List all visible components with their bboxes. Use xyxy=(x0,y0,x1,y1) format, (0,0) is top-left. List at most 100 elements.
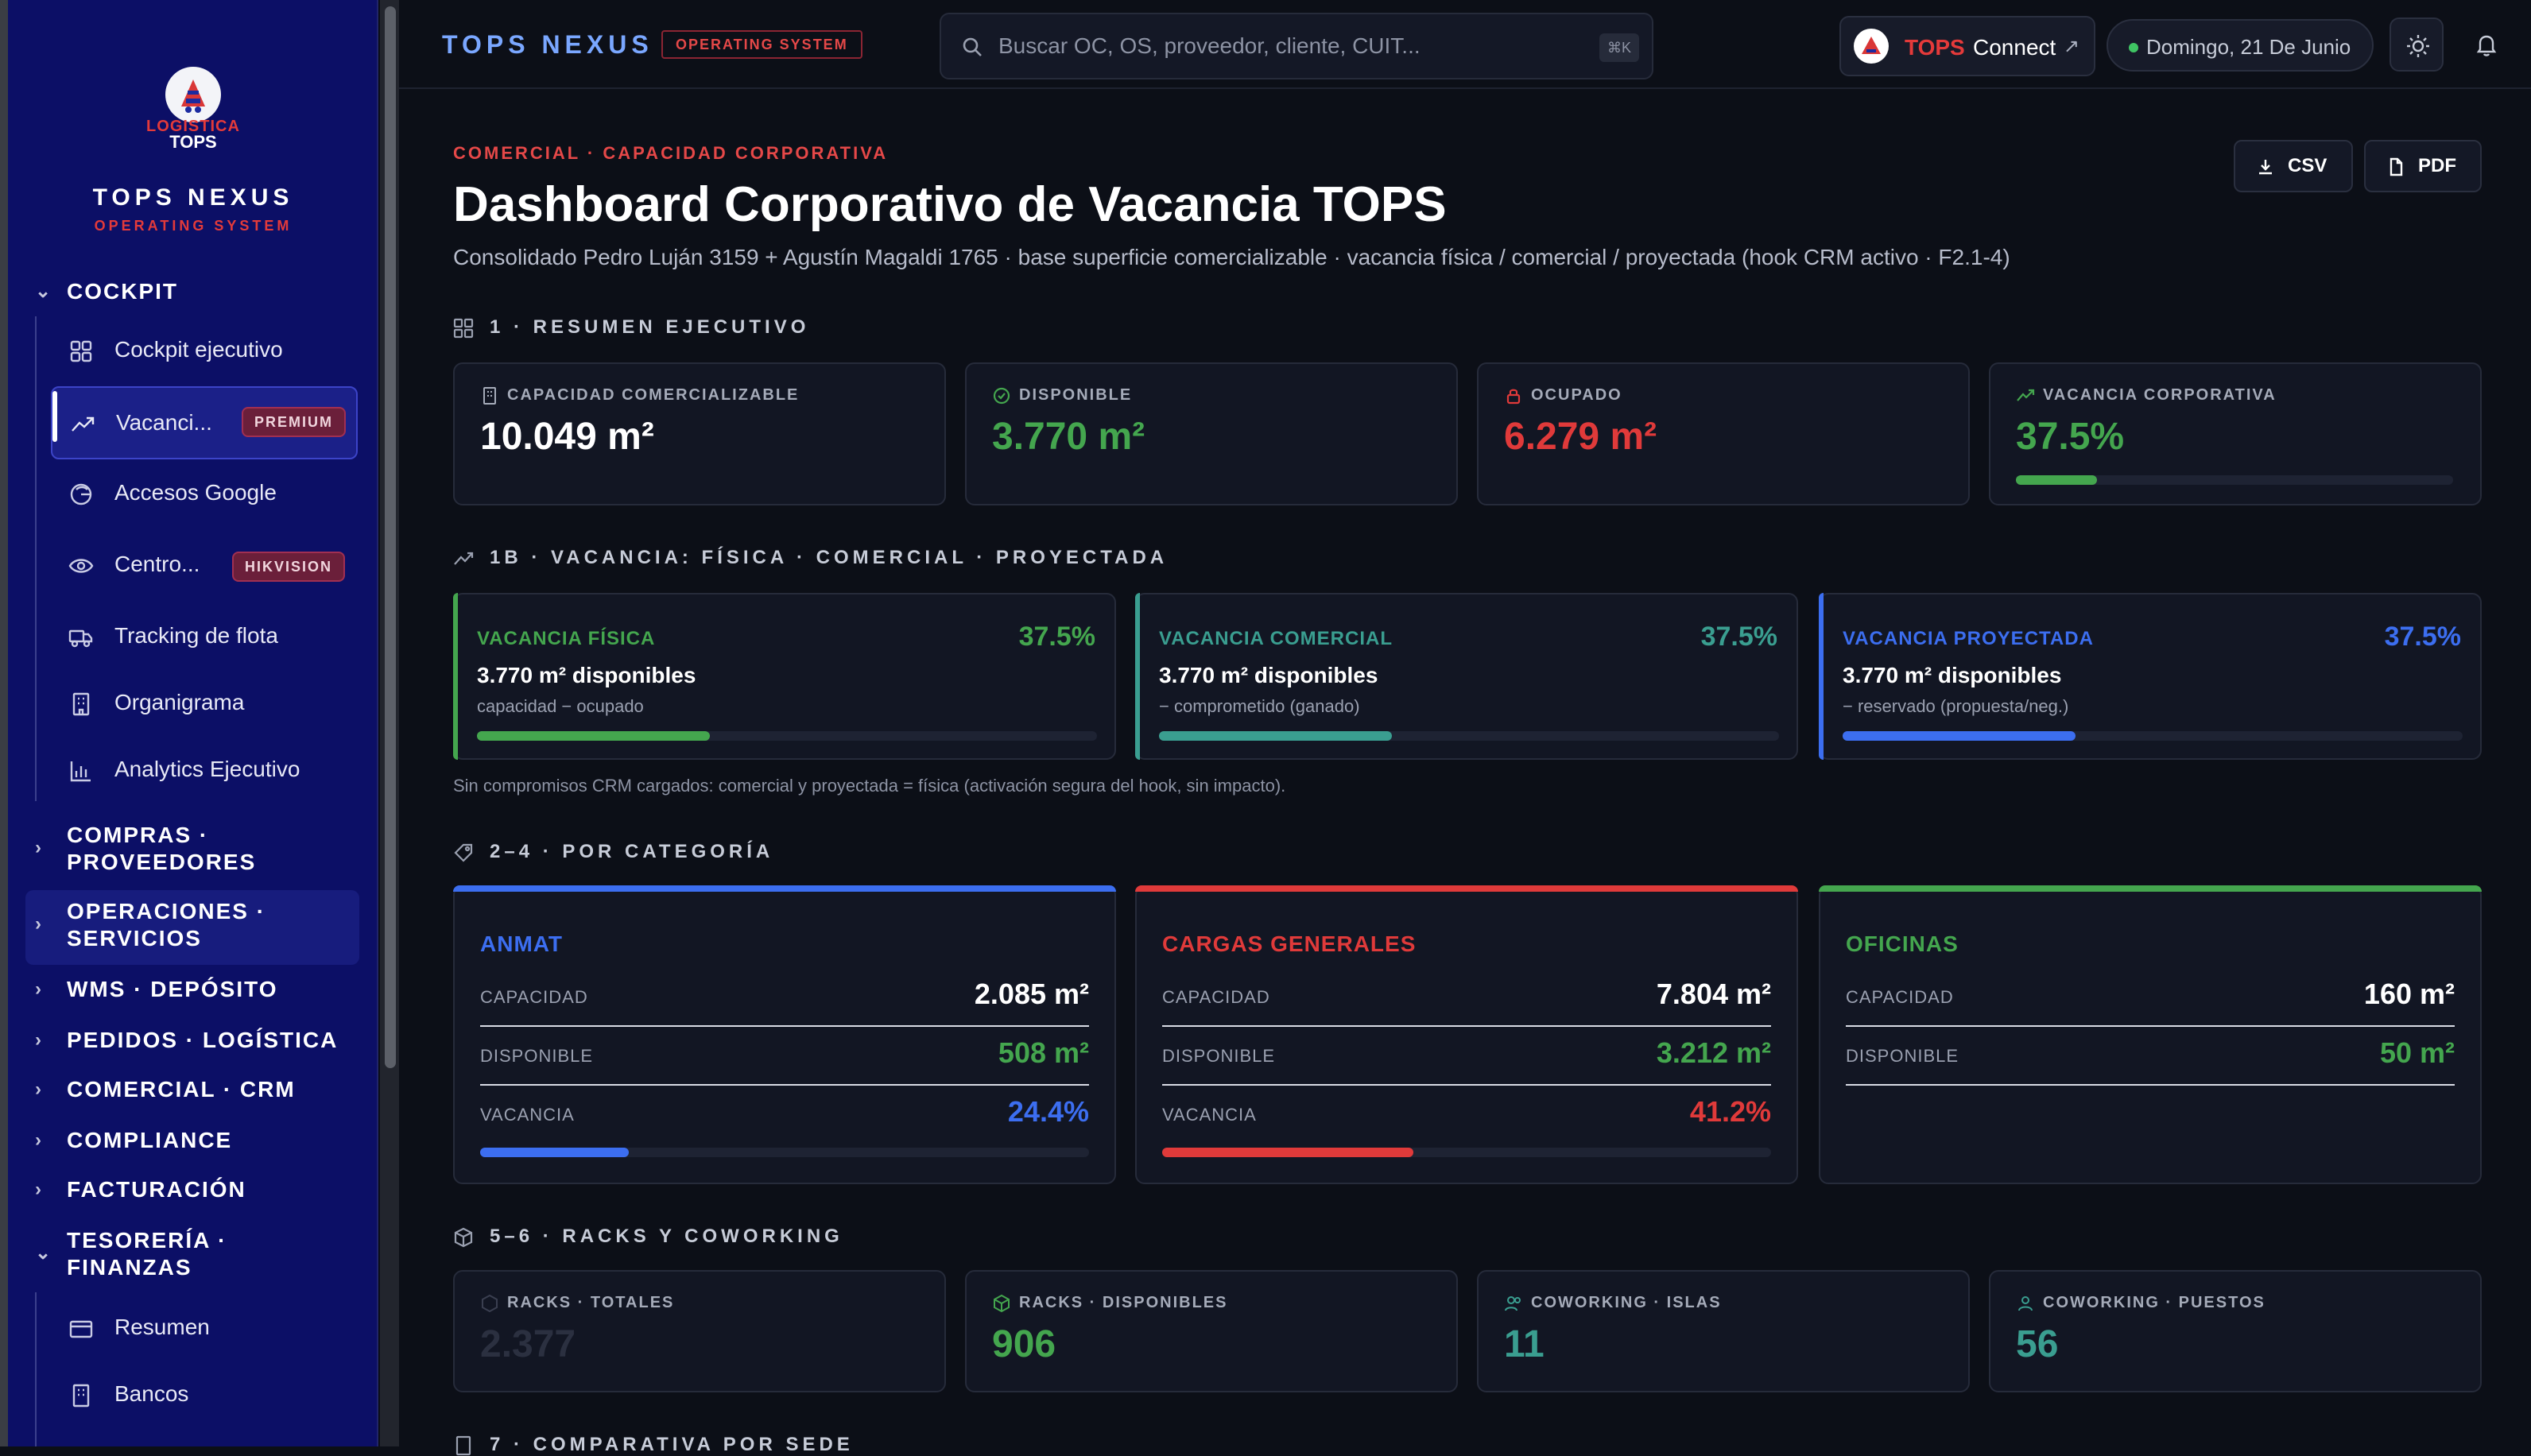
row-label: VACANCIA xyxy=(480,1105,575,1125)
card-caption: − reservado (propuesta/neg.) xyxy=(1843,696,2069,716)
page-subtitle: Consolidado Pedro Luján 3159 + Agustín M… xyxy=(453,245,2010,269)
date-pill: Domingo, 21 De Junio xyxy=(2107,19,2374,72)
row-value: 50 m² xyxy=(2379,1036,2455,1069)
card-accent xyxy=(1135,885,1798,892)
row-label: DISPONIBLE xyxy=(1162,1046,1276,1066)
building-icon xyxy=(72,1384,90,1408)
sidebar-item-organigrama[interactable]: Organigrama xyxy=(51,674,358,734)
section-label: TESORERÍA · FINANZAS xyxy=(67,1228,227,1280)
section-title: 2–4 · POR CATEGORÍA xyxy=(490,841,774,862)
card-title: CARGAS GENERALES xyxy=(1162,931,1417,956)
grid-icon xyxy=(70,340,92,362)
sidebar-item-bancos[interactable]: Bancos xyxy=(51,1365,358,1426)
kpi-coworking-puestos: COWORKING · PUESTOS 56 xyxy=(1989,1270,2482,1392)
kpi-label: DISPONIBLE xyxy=(1019,386,1133,404)
search-input[interactable]: Buscar OC, OS, proveedor, cliente, CUIT.… xyxy=(940,13,1653,79)
sidebar-item-tracking[interactable]: Tracking de flota xyxy=(51,607,358,668)
progress-fill xyxy=(2016,475,2097,485)
progress-fill xyxy=(1843,731,2076,741)
search-placeholder: Buscar OC, OS, proveedor, cliente, CUIT.… xyxy=(998,33,1421,58)
csv-label: CSV xyxy=(2288,155,2328,176)
kpi-disponible: DISPONIBLE 3.770 m² xyxy=(965,362,1458,505)
sidebar-item-cockpit-ejecutivo[interactable]: Cockpit ejecutivo xyxy=(51,321,358,381)
export-pdf-button[interactable]: PDF xyxy=(2364,140,2482,192)
row-label: VACANCIA xyxy=(1162,1105,1257,1125)
sidebar-item-label: Vacanci... xyxy=(116,410,212,435)
sidebar-item-centro[interactable]: Centro... HIKVISION xyxy=(51,536,358,596)
vacancia-row: VACANCIA 24.4% xyxy=(480,1087,1089,1135)
premium-badge: PREMIUM xyxy=(242,407,346,437)
check-circle-icon xyxy=(993,387,1010,405)
sidebar-brand-sub: OPERATING SYSTEM xyxy=(94,218,293,234)
current-date: Domingo, 21 De Junio xyxy=(2146,35,2351,59)
chevron-right-icon: › xyxy=(35,1179,43,1200)
card-accent xyxy=(453,885,1116,892)
kpi-value: 2.377 xyxy=(480,1323,576,1365)
chevron-right-icon: › xyxy=(35,978,43,1000)
notifications-button[interactable] xyxy=(2459,17,2514,72)
google-icon xyxy=(70,483,92,505)
sidebar-brand: TOPS NEXUS xyxy=(92,184,294,211)
building-icon xyxy=(483,387,496,405)
kpi-racks-totales: RACKS · TOTALES 2.377 xyxy=(453,1270,946,1392)
section-label: COCKPIT xyxy=(67,279,178,304)
export-csv-button[interactable]: CSV xyxy=(2234,140,2353,192)
search-shortcut: ⌘K xyxy=(1599,33,1639,62)
theme-toggle-button[interactable] xyxy=(2390,17,2444,72)
kpi-ocupado: OCUPADO 6.279 m² xyxy=(1477,362,1970,505)
row-divider xyxy=(1846,1084,2455,1086)
section-title: 7 · COMPARATIVA POR SEDE xyxy=(490,1434,854,1455)
kpi-racks-disponibles: RACKS · DISPONIBLES 906 xyxy=(965,1270,1458,1392)
kpi-label: VACANCIA CORPORATIVA xyxy=(2043,386,2277,404)
section-title: 1B · VACANCIA: FÍSICA · COMERCIAL · PROY… xyxy=(490,547,1169,568)
trending-up-icon xyxy=(454,552,474,565)
card-title: OFICINAS xyxy=(1846,931,1959,956)
sidebar-item-analytics[interactable]: Analytics Ejecutivo xyxy=(51,741,358,801)
bell-icon xyxy=(2476,35,2497,56)
disponible-row: DISPONIBLE 50 m² xyxy=(1846,1028,2455,1086)
sidebar-item-vacancia[interactable]: Vacanci... PREMIUM xyxy=(51,386,358,459)
trending-up-icon xyxy=(2017,389,2035,401)
user-icon xyxy=(2018,1296,2033,1311)
tree-line xyxy=(35,1292,37,1446)
row-divider xyxy=(1162,1084,1771,1086)
kpi-label: COWORKING · ISLAS xyxy=(1531,1294,1722,1311)
kpi-vacancia-corporativa: VACANCIA CORPORATIVA 37.5% xyxy=(1989,362,2482,505)
sidebar-scrollbar-thumb[interactable] xyxy=(385,6,396,1068)
connect-label-tops: TOPS xyxy=(1905,35,1965,60)
section-label: PEDIDOS · LOGÍSTICA xyxy=(67,1028,339,1052)
kpi-label: OCUPADO xyxy=(1531,386,1622,404)
sidebar-item-label: Bancos xyxy=(114,1381,189,1406)
row-divider xyxy=(480,1025,1089,1027)
sidebar-item-accesos-google[interactable]: Accesos Google xyxy=(51,464,358,525)
bar-chart-icon xyxy=(70,761,91,782)
row-divider xyxy=(480,1084,1089,1086)
card-percent: 37.5% xyxy=(1018,622,1095,652)
card-percent: 37.5% xyxy=(2384,622,2461,652)
progress-track xyxy=(2016,475,2453,485)
hikvision-badge: HIKVISION xyxy=(232,552,346,582)
row-label: CAPACIDAD xyxy=(1846,987,1954,1007)
truck-icon xyxy=(68,629,93,648)
box-icon xyxy=(482,1294,498,1313)
progress-fill xyxy=(477,731,710,741)
row-value: 160 m² xyxy=(2363,978,2455,1010)
progress-track xyxy=(1159,731,1779,741)
card-accent xyxy=(1135,593,1140,760)
kpi-label: RACKS · TOTALES xyxy=(507,1294,675,1311)
sidebar-item-resumen[interactable]: Resumen xyxy=(51,1299,358,1359)
eye-icon xyxy=(68,559,94,573)
os-badge: OPERATING SYSTEM xyxy=(661,30,862,59)
download-icon xyxy=(2259,160,2272,175)
progress-fill xyxy=(1159,731,1392,741)
tag-icon xyxy=(454,843,473,862)
tops-connect-button[interactable]: TOPS Connect ↗ xyxy=(1839,16,2095,76)
chevron-right-icon: › xyxy=(35,1029,43,1051)
section-label: COMPLIANCE xyxy=(67,1128,233,1152)
logo-text-tops: TOPS xyxy=(169,132,217,152)
section-label: OPERACIONES · SERVICIOS xyxy=(67,899,266,951)
external-link-icon: ↗ xyxy=(2063,36,2079,57)
connect-label: Connect xyxy=(1973,35,2056,60)
kpi-label: RACKS · DISPONIBLES xyxy=(1019,1294,1228,1311)
kpi-value: 906 xyxy=(992,1323,1056,1365)
